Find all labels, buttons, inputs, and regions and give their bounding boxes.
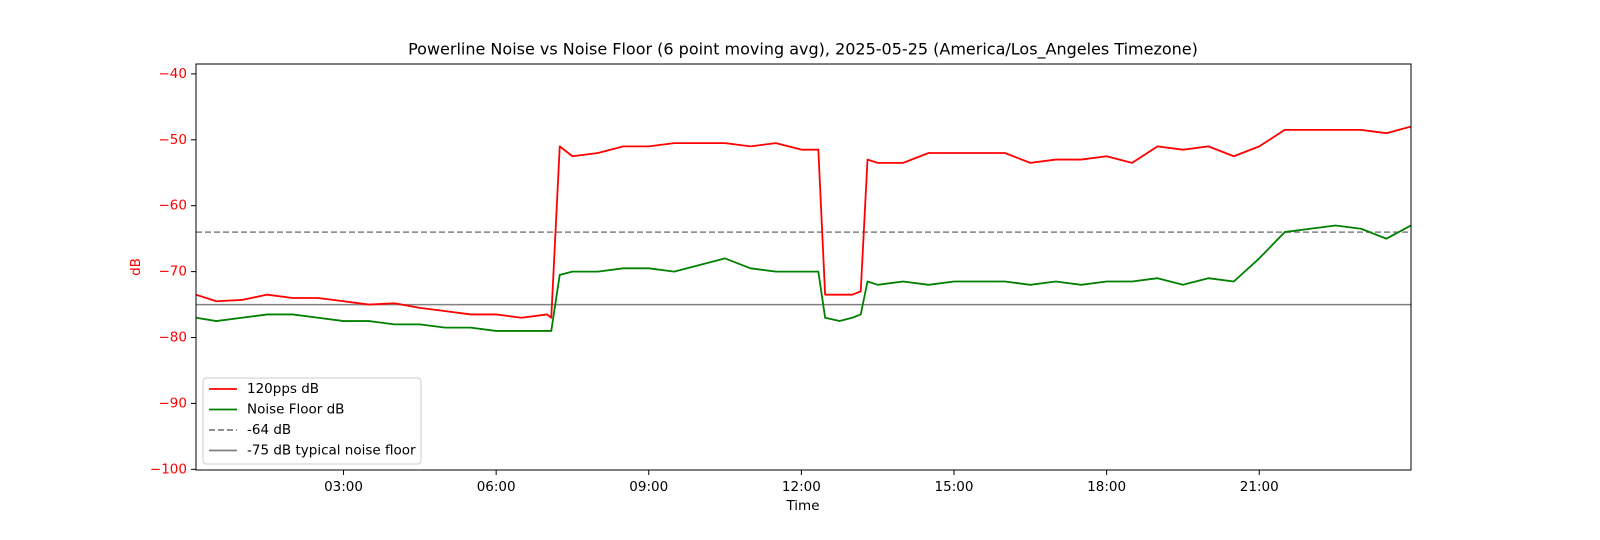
plot-frame	[195, 63, 1412, 471]
legend-label: -64 dB	[247, 422, 291, 438]
x-axis-label: Time	[785, 498, 819, 514]
x-tick-label: 09:00	[629, 479, 668, 495]
legend-label: Noise Floor dB	[247, 402, 344, 418]
x-tick-label: 15:00	[935, 479, 974, 495]
data-line	[196, 125, 1411, 319]
legend-box	[202, 377, 422, 465]
y-tick-label: −100	[150, 461, 187, 477]
legend-label: 120pps dB	[247, 381, 319, 397]
y-tick-label: −90	[159, 395, 188, 411]
x-tick-label: 18:00	[1087, 479, 1126, 495]
x-tick-label: 06:00	[477, 479, 516, 495]
y-axis-label: dB	[128, 258, 144, 276]
y-tick-label: −70	[159, 264, 188, 280]
legend-label: -75 dB typical noise floor	[247, 443, 416, 459]
chart-title: Powerline Noise vs Noise Floor (6 point …	[408, 40, 1198, 60]
y-tick-label: −50	[159, 132, 188, 148]
x-tick-label: 03:00	[324, 479, 363, 495]
y-tick-label: −80	[159, 330, 188, 346]
y-tick-label: −60	[159, 198, 188, 214]
x-tick-label: 21:00	[1240, 479, 1279, 495]
data-line	[196, 224, 1411, 332]
y-tick-label: −40	[159, 66, 188, 82]
x-tick-label: 12:00	[782, 479, 821, 495]
